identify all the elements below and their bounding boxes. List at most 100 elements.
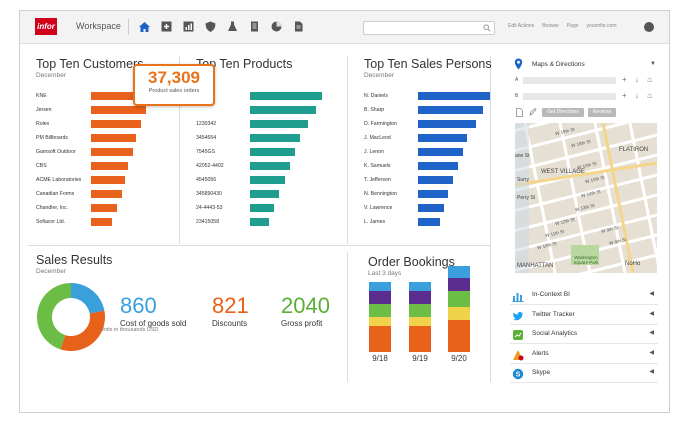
map-label: Washington Square Park [573,255,599,265]
persons-row-label: N. Daniels [364,93,388,99]
divider [490,56,491,382]
order-bar-segment[interactable] [369,304,391,317]
customers-bar[interactable] [91,218,113,226]
order-bar-segment[interactable] [409,291,431,304]
customers-row-label: Sofiacor Ltd. [36,219,66,225]
customers-bar[interactable] [91,162,129,170]
order-bar-segment[interactable] [448,320,470,352]
chevron-left-icon[interactable]: ◀ [649,350,654,356]
persons-bar[interactable] [418,92,490,100]
persons-bar[interactable] [418,190,449,198]
top-link[interactable]: Browse [542,23,559,29]
lab-flask-icon[interactable] [226,20,239,33]
widget-item-skype[interactable]: S Skype ◀ [510,363,658,383]
persons-bar[interactable] [418,162,458,170]
map-view[interactable]: FLATIRON WEST VILLAGE Surry MANHATTAN Wa… [515,123,657,273]
products-bar[interactable] [250,176,285,184]
plus-box-icon[interactable] [160,20,173,33]
order-bar-segment[interactable] [448,265,470,279]
persons-bar[interactable] [418,204,444,212]
products-bar[interactable] [250,148,295,156]
orders-subtitle: Last 3 days [368,270,402,277]
persons-bar[interactable] [418,134,467,142]
customers-bar[interactable] [91,106,146,114]
donut-slice[interactable] [71,283,105,314]
route-a-input[interactable] [523,77,616,84]
get-directions-button[interactable]: Get Directions [542,108,584,117]
top-link[interactable]: Edit Actions [508,23,535,29]
order-bar-segment[interactable] [369,326,391,352]
file-icon[interactable] [292,20,305,33]
order-bar-segment[interactable] [369,291,391,304]
order-bar-segment[interactable] [448,278,470,292]
persons-bar[interactable] [418,218,440,226]
chevron-left-icon[interactable]: ◀ [649,311,654,317]
document-icon[interactable] [248,20,261,33]
products-bar[interactable] [250,134,301,142]
products-bar[interactable] [250,106,317,114]
order-bar-segment[interactable] [448,307,470,320]
chevron-left-icon[interactable]: ◀ [649,330,654,336]
route-b-input[interactable] [523,93,616,100]
workspace-label[interactable]: Workspace [76,21,121,31]
customers-bar[interactable] [91,204,118,212]
avatar[interactable] [644,22,654,32]
donut-slice[interactable] [36,283,71,350]
infor-logo[interactable]: infor [35,18,57,35]
reverse-button[interactable]: Reverse [588,108,616,117]
twitter-icon [512,309,524,321]
donut-slice[interactable] [60,310,105,351]
maps-title: Maps & Directions [532,61,585,68]
products-bar[interactable] [250,120,308,128]
products-bar[interactable] [250,190,279,198]
svg-text:S: S [516,372,521,379]
route-controls[interactable]: + ↓ ⌂ [622,75,655,84]
widget-item-bar-chart[interactable]: In-Context BI ◀ [510,285,658,305]
order-bar-segment[interactable] [409,281,431,292]
products-bar[interactable] [250,218,270,226]
products-bar[interactable] [250,204,275,212]
widget-label: Twitter Tracker [532,311,575,318]
route-controls[interactable]: + ↓ ⌂ [622,91,655,100]
products-row-label: 1230342 [196,121,217,127]
pie-icon[interactable] [270,20,283,33]
widget-item-twitter[interactable]: Twitter Tracker ◀ [510,305,658,325]
order-bar-segment[interactable] [409,316,431,327]
customers-bar[interactable] [91,190,122,198]
products-bar[interactable] [250,162,290,170]
order-bar-segment[interactable] [448,291,470,308]
customers-bar[interactable] [91,120,141,128]
order-bar-segment[interactable] [369,316,391,327]
sales-orders-callout: 37,309 Product sales orders [133,64,215,106]
search-input[interactable] [363,21,495,35]
chart-box-icon[interactable] [182,20,195,33]
persons-bar[interactable] [418,176,453,184]
order-bar-segment[interactable] [369,281,391,292]
customers-bar[interactable] [91,148,134,156]
widget-item-alert[interactable]: Alerts ◀ [510,344,658,364]
customers-row-label: Canadian Forms [36,191,75,197]
pen-icon[interactable] [529,108,537,116]
products-bar[interactable] [250,92,322,100]
chevron-down-icon[interactable]: ▼ [650,61,656,67]
chevron-left-icon[interactable]: ◀ [649,291,654,297]
widget-item-social-analytics[interactable]: Social Analytics ◀ [510,324,658,344]
page-icon[interactable] [516,108,523,117]
shield-icon[interactable] [204,20,217,33]
widget-label: Skype [532,369,551,376]
persons-row-label: N. Bennington [364,191,397,197]
order-bar-segment[interactable] [409,304,431,317]
widget-label: Alerts [532,350,549,357]
customers-bar[interactable] [91,92,153,100]
chevron-left-icon[interactable]: ◀ [649,369,654,375]
order-bar-segment[interactable] [409,326,431,352]
persons-bar[interactable] [418,148,463,156]
top-link[interactable]: Page [566,23,579,29]
persons-bar[interactable] [418,120,476,128]
home-icon[interactable] [138,20,151,33]
customers-bar[interactable] [91,176,126,184]
customers-bar[interactable] [91,134,136,142]
top-link[interactable]: yourinfor.com [586,23,617,29]
orders-title: Order Bookings [368,255,455,269]
persons-bar[interactable] [418,106,483,114]
